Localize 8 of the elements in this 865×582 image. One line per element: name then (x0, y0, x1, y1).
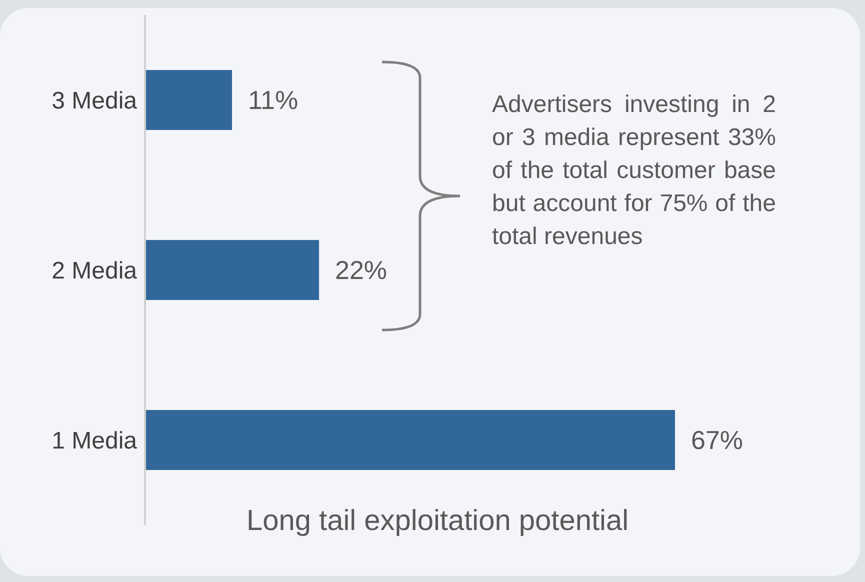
y-tick-label: 2 Media (52, 258, 138, 285)
data-label: 11% (248, 85, 298, 116)
data-label: 22% (335, 255, 388, 286)
y-tick-label: 3 Media (52, 88, 138, 115)
data-label: 67% (691, 425, 744, 456)
annotation: Advertisers investing in 2 or 3 media represent 33% of the total customer base but account for 75% of the total revenues (492, 90, 776, 252)
x-axis-title: Long tail exploitation potential (245, 505, 630, 538)
y-tick-label: 1 Media (52, 428, 138, 455)
